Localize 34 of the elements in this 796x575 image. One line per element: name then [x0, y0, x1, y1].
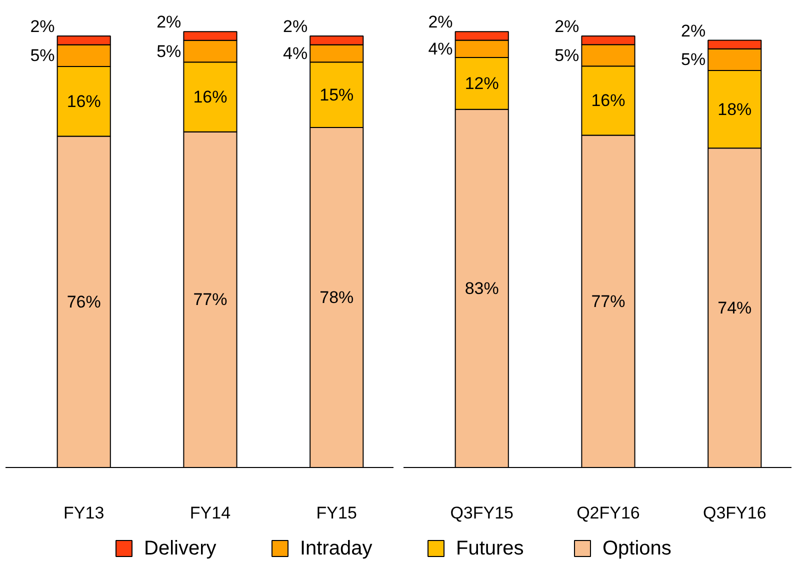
data-label: 15% — [320, 85, 354, 104]
data-label: 2% — [554, 16, 580, 36]
data-label: 76% — [66, 292, 101, 312]
data-label: 5% — [156, 42, 182, 61]
x-tick-label: FY13 — [64, 504, 104, 522]
legend-label: Futures — [456, 538, 524, 560]
data-label: 5% — [680, 50, 706, 70]
data-label: 77% — [591, 292, 626, 311]
data-label: 77% — [193, 290, 228, 310]
data-label: 12% — [464, 74, 499, 93]
legend-label: Options — [602, 538, 672, 560]
data-label: 78% — [320, 288, 354, 308]
data-label: 2% — [282, 17, 308, 36]
x-tick-label: FY15 — [316, 504, 357, 522]
data-label: 2% — [30, 17, 55, 36]
data-label: 16% — [591, 91, 626, 110]
legend-label: Intraday — [300, 538, 372, 560]
data-label: 16% — [193, 88, 228, 107]
data-label: 83% — [464, 278, 499, 298]
data-label: 4% — [282, 44, 308, 63]
data-label: 5% — [554, 46, 580, 65]
data-label: 2% — [680, 21, 706, 40]
x-tick-label: Q3FY16 — [702, 504, 766, 522]
data-label: 16% — [66, 92, 101, 111]
legend-label: Delivery — [144, 538, 216, 560]
x-tick-label: Q2FY16 — [576, 504, 640, 522]
x-tick-label: Q3FY15 — [450, 504, 514, 522]
data-label: 18% — [718, 100, 752, 119]
data-label: 74% — [718, 298, 752, 318]
data-label: 4% — [428, 39, 453, 58]
data-label: 5% — [30, 46, 55, 66]
data-label: 2% — [156, 12, 182, 32]
x-tick-label: FY14 — [190, 504, 231, 522]
data-label: 2% — [428, 12, 453, 32]
